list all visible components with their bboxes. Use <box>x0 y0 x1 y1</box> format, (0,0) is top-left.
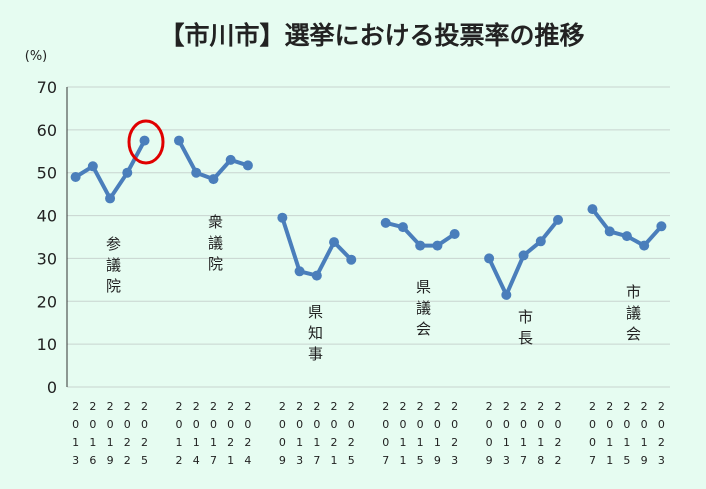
point <box>329 237 340 248</box>
point <box>432 240 443 251</box>
point <box>105 193 116 204</box>
x-tick-label: 2017 <box>310 400 323 472</box>
point <box>621 231 632 242</box>
x-tick-label: 2023 <box>655 400 668 472</box>
group-label: 市長 <box>516 309 534 351</box>
x-tick-label: 2022 <box>552 400 565 472</box>
group-label: 市議会 <box>624 284 642 347</box>
x-tick-label: 2014 <box>190 400 203 472</box>
x-tick-label: 2007 <box>586 400 599 472</box>
group-label: 県知事 <box>306 304 324 367</box>
point <box>70 172 81 182</box>
y-tick-label: 20 <box>37 292 57 311</box>
point <box>639 240 650 251</box>
x-tick-label: 2021 <box>224 400 237 472</box>
y-tick-label: 10 <box>37 335 57 354</box>
x-tick-label: 2007 <box>379 400 392 472</box>
x-tick-label: 2021 <box>328 400 341 472</box>
x-tick-label: 2009 <box>276 400 289 472</box>
x-tick-label: 2015 <box>620 400 633 472</box>
x-tick-label: 2018 <box>534 400 547 472</box>
point <box>415 240 426 251</box>
y-tick-label: 50 <box>37 164 57 183</box>
point <box>311 270 322 281</box>
x-tick-label: 2025 <box>138 400 151 472</box>
point <box>553 214 564 225</box>
point <box>484 253 495 264</box>
point <box>518 250 529 261</box>
point <box>397 222 408 233</box>
y-tick-label: 60 <box>37 121 57 140</box>
x-tick-label: 2024 <box>241 400 254 472</box>
point <box>208 174 219 185</box>
x-tick-label: 2013 <box>500 400 513 472</box>
x-tick-label: 2019 <box>431 400 444 472</box>
x-tick-label: 2017 <box>207 400 220 472</box>
x-tick-label: 2013 <box>69 400 82 472</box>
point <box>122 167 133 178</box>
point <box>535 236 546 247</box>
point <box>87 161 98 172</box>
x-tick-label: 2023 <box>448 400 461 472</box>
chart-title: 【市川市】選挙における投票率の推移 <box>159 21 584 50</box>
y-tick-label: 40 <box>37 207 57 226</box>
point <box>191 167 202 178</box>
point <box>173 135 184 146</box>
y-tick-label: 0 <box>47 378 57 397</box>
x-tick-label: 2013 <box>293 400 306 472</box>
x-tick-label: 2009 <box>483 400 496 472</box>
point <box>139 135 150 146</box>
point <box>656 221 667 232</box>
group-label: 県議会 <box>414 279 432 342</box>
point <box>501 289 512 300</box>
y-tick-label: 70 <box>37 78 57 97</box>
point <box>277 212 288 223</box>
point <box>604 226 615 237</box>
x-tick-label: 2015 <box>414 400 427 472</box>
group-label: 参議院 <box>104 236 122 299</box>
point <box>587 204 598 215</box>
x-tick-label: 2016 <box>86 400 99 472</box>
x-tick-label: 2025 <box>345 400 358 472</box>
group-label: 衆議院 <box>206 214 224 277</box>
y-tick-label: 30 <box>37 249 57 268</box>
x-tick-label: 2019 <box>638 400 651 472</box>
x-tick-label: 2011 <box>396 400 409 472</box>
point <box>449 229 460 239</box>
highlight-circle <box>127 119 165 165</box>
point <box>242 160 253 171</box>
x-tick-label: 2012 <box>172 400 185 472</box>
y-unit-label: (%) <box>25 49 48 64</box>
x-tick-label: 2022 <box>121 400 134 472</box>
x-tick-label: 2017 <box>517 400 530 472</box>
point <box>294 266 305 277</box>
point <box>380 217 391 228</box>
x-tick-label: 2019 <box>104 400 117 472</box>
point <box>346 254 357 265</box>
point <box>225 154 236 165</box>
x-tick-label: 2011 <box>603 400 616 472</box>
